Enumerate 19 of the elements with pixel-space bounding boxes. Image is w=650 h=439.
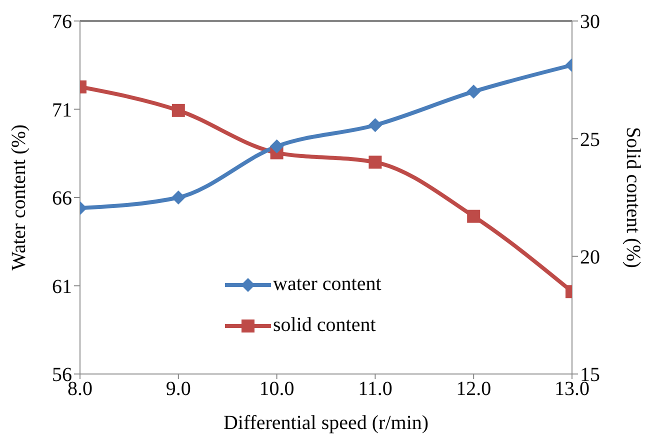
y2-tick-label: 25 (580, 128, 600, 151)
legend-label: solid content (273, 314, 376, 336)
point (368, 156, 382, 169)
y2-tick-label: 30 (580, 11, 600, 34)
point (368, 118, 382, 132)
y-tick-label: 76 (52, 11, 72, 34)
x-tick-label: 12.0 (456, 378, 492, 400)
x-tick-label: 9.0 (166, 378, 191, 400)
y-axis-title: Water content (%) (8, 124, 30, 271)
x-tick-label: 11.0 (358, 378, 392, 400)
x-tick-label: 10.0 (259, 378, 294, 400)
y-tick-label: 71 (52, 99, 72, 122)
y-tick-label: 61 (52, 276, 72, 298)
y2-tick-label: 20 (580, 246, 600, 268)
y-tick-label: 66 (52, 188, 72, 210)
legend-label: water content (273, 273, 382, 295)
x-axis-title: Differential speed (r/min) (223, 412, 429, 434)
point (270, 139, 284, 154)
y2-axis-title: Solid content (%) (622, 126, 644, 268)
